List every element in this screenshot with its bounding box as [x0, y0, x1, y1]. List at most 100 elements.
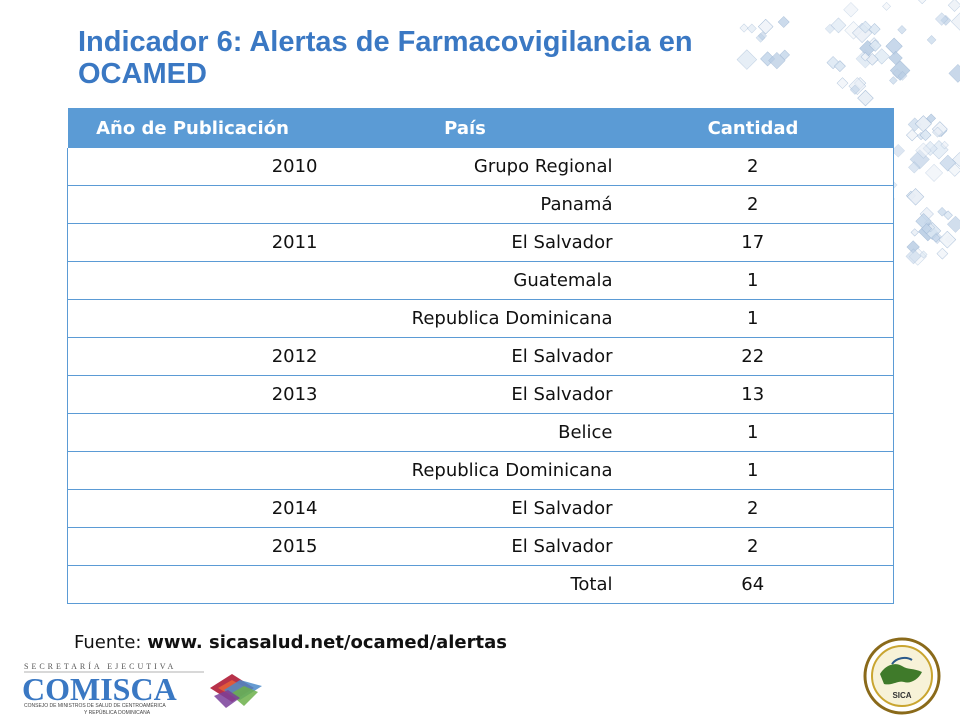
mosaic-tile	[897, 25, 907, 35]
mosaic-tile	[869, 39, 882, 52]
cell-country: El Salvador	[317, 223, 613, 262]
mosaic-tile	[919, 250, 928, 259]
table-row: Total 64	[67, 565, 894, 604]
cell-country: Republica Dominicana	[317, 451, 613, 490]
cell-year: 2010	[67, 148, 318, 186]
mosaic-tile	[916, 131, 926, 141]
mosaic-tile	[947, 215, 960, 233]
cell-country: El Salvador	[317, 375, 613, 414]
mosaic-tile	[909, 149, 930, 170]
cell-country: El Salvador	[317, 527, 613, 566]
mosaic-tile	[905, 190, 916, 201]
cell-country: Guatemala	[317, 261, 613, 300]
mosaic-tile	[908, 247, 927, 266]
mosaic-tile	[914, 115, 932, 133]
mosaic-tile	[929, 140, 949, 160]
cell-year	[67, 565, 318, 604]
table-row: Guatemala 1	[67, 261, 894, 300]
table-row: 2015 El Salvador 2	[67, 527, 894, 566]
mosaic-tile	[843, 2, 859, 18]
cell-country: Panamá	[317, 185, 613, 224]
logo-sub1-text: CONSEJO DE MINISTROS DE SALUD DE CENTROA…	[24, 702, 166, 709]
mosaic-tile	[950, 12, 960, 32]
mosaic-tile	[944, 235, 953, 244]
mosaic-tile	[868, 23, 881, 36]
table-row: Republica Dominicana 1	[67, 299, 894, 338]
alerts-table: Año de Publicación País Cantidad 2010 Gru…	[67, 108, 894, 604]
mosaic-tile	[836, 77, 849, 89]
mosaic-tile	[918, 221, 938, 242]
mosaic-tile	[873, 48, 890, 65]
mosaic-tile	[931, 121, 948, 138]
mosaic-tile	[931, 233, 941, 243]
logo-mark-icon	[210, 674, 262, 708]
mosaic-tile	[852, 22, 873, 43]
table-row: 2013 El Salvador 13	[67, 375, 894, 414]
mosaic-tile	[779, 49, 790, 61]
mosaic-tile	[947, 0, 960, 12]
mosaic-tile	[940, 14, 952, 26]
mosaic-tile	[910, 228, 919, 237]
mosaic-tile	[926, 35, 937, 45]
mosaic-tile	[932, 126, 943, 138]
cell-quantity: 22	[612, 337, 894, 376]
cell-year	[67, 413, 318, 452]
mosaic-tile	[908, 161, 921, 174]
cell-country: Republica Dominicana	[317, 299, 613, 338]
seal-label: SICA	[892, 691, 911, 700]
table-header-row: Año de Publicación País Cantidad	[67, 108, 894, 148]
mosaic-tile	[830, 17, 847, 34]
mosaic-tile	[834, 60, 846, 73]
mosaic-tile	[865, 53, 879, 66]
mosaic-tile	[906, 240, 920, 254]
cell-year: 2012	[67, 337, 318, 376]
cell-quantity: 2	[612, 148, 894, 186]
cell-year: 2015	[67, 527, 318, 566]
cell-country: Grupo Regional	[317, 148, 613, 186]
mosaic-tile	[860, 52, 870, 62]
header-country: País	[317, 108, 613, 148]
cell-quantity: 17	[612, 223, 894, 262]
table-row: 2014 El Salvador 2	[67, 489, 894, 528]
mosaic-tile	[859, 40, 876, 57]
mosaic-tile	[924, 219, 932, 227]
cell-country: Belice	[317, 413, 613, 452]
mosaic-tile	[931, 231, 944, 245]
sica-seal: SICA	[863, 637, 941, 715]
comisca-logo: SECRETARÍA EJECUTIVA COMISCA CONSEJO DE …	[22, 661, 262, 716]
mosaic-tile	[952, 152, 960, 167]
mosaic-tile	[905, 248, 922, 265]
mosaic-tile	[926, 223, 936, 233]
mosaic-tile	[935, 124, 948, 137]
logo-sub2-text: Y REPÚBLICA DOMINICANA	[84, 709, 151, 716]
mosaic-tile	[938, 230, 957, 249]
table-row: 2010 Grupo Regional 2	[67, 148, 894, 186]
mosaic-tile	[868, 54, 879, 65]
cell-year	[67, 261, 318, 300]
mosaic-tile	[889, 76, 898, 85]
mosaic-tile	[917, 0, 928, 5]
mosaic-tile	[925, 163, 944, 182]
cell-country: Total	[317, 565, 613, 604]
table-row: 2012 El Salvador 22	[67, 337, 894, 376]
mosaic-tile	[919, 206, 934, 222]
mosaic-tile	[854, 77, 867, 90]
header-year: Año de Publicación	[67, 108, 318, 148]
cell-year: 2013	[67, 375, 318, 414]
table-row: Republica Dominicana 1	[67, 451, 894, 490]
mosaic-tile	[906, 129, 919, 142]
mosaic-tile	[897, 71, 908, 81]
page-title: Indicador 6: Alertas de Farmacovigilanci…	[78, 26, 693, 90]
mosaic-tile	[857, 89, 874, 107]
logo-top-text: SECRETARÍA EJECUTIVA	[24, 661, 176, 671]
mosaic-tile	[943, 210, 953, 220]
mosaic-tile	[888, 50, 903, 66]
mosaic-tile	[859, 20, 872, 34]
cell-quantity: 2	[612, 527, 894, 566]
cell-quantity: 1	[612, 261, 894, 300]
mosaic-tile	[885, 37, 903, 55]
mosaic-tile	[915, 213, 932, 230]
source-note: Fuente: www. sicasalud.net/ocamed/alerta…	[74, 632, 507, 653]
mosaic-tile	[907, 117, 922, 132]
logo-name-text: COMISCA	[22, 671, 177, 707]
